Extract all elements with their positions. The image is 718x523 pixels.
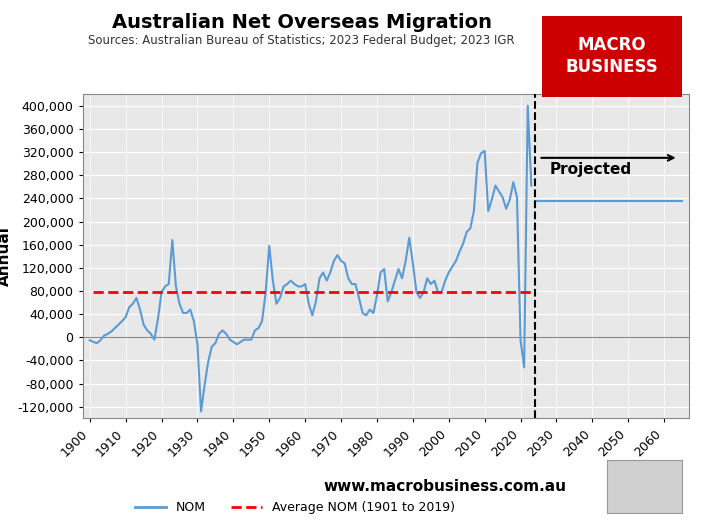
Text: www.macrobusiness.com.au: www.macrobusiness.com.au <box>324 479 567 494</box>
Y-axis label: Annual: Annual <box>0 226 11 286</box>
Legend: NOM, Average NOM (1901 to 2019): NOM, Average NOM (1901 to 2019) <box>130 496 460 519</box>
Text: Australian Net Overseas Migration: Australian Net Overseas Migration <box>111 13 492 32</box>
Text: MACRO
BUSINESS: MACRO BUSINESS <box>566 36 658 76</box>
Text: Sources: Australian Bureau of Statistics; 2023 Federal Budget; 2023 IGR: Sources: Australian Bureau of Statistics… <box>88 34 515 47</box>
Text: Projected: Projected <box>549 163 631 177</box>
